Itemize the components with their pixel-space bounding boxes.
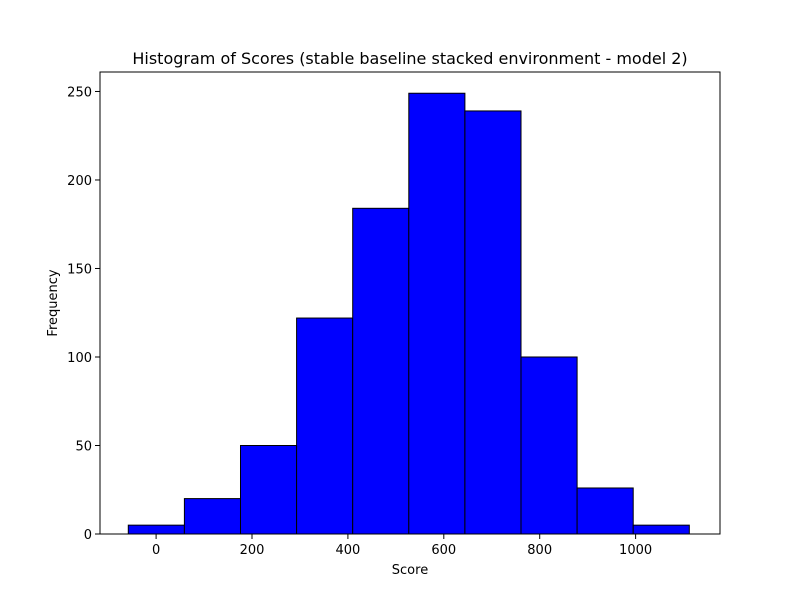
- plot-frame: [99, 71, 721, 535]
- y-tick-label: 250: [67, 85, 92, 100]
- histogram-bar-5: [408, 92, 466, 535]
- y-tick-label: 100: [67, 351, 92, 366]
- histogram-bar-0: [127, 524, 185, 535]
- x-tick-label: 1000: [619, 543, 652, 558]
- histogram-bar-1: [183, 498, 241, 535]
- x-axis-label: Score: [392, 563, 428, 578]
- histogram-bar-6: [464, 110, 522, 535]
- y-axis-label: Frequency: [46, 269, 61, 336]
- x-tick-label: 0: [152, 543, 160, 558]
- histogram-bar-7: [520, 356, 578, 535]
- x-tick-label: 400: [335, 543, 360, 558]
- y-tick-label: 0: [84, 528, 92, 543]
- histogram-bar-4: [352, 207, 410, 535]
- x-tick-label: 600: [431, 543, 456, 558]
- x-axis: 0 200 400 600 800 1000: [152, 534, 652, 558]
- y-tick-label: 50: [75, 439, 92, 454]
- y-axis: 0 50 100 150 200 250: [67, 85, 100, 543]
- bars-group: [127, 92, 690, 535]
- y-tick-label: 150: [67, 262, 92, 277]
- histogram-bar-8: [576, 487, 634, 535]
- chart-title: Histogram of Scores (stable baseline sta…: [132, 49, 687, 68]
- y-tick-label: 200: [67, 174, 92, 189]
- x-tick-label: 200: [240, 543, 265, 558]
- histogram-bar-9: [632, 524, 690, 535]
- x-tick-label: 800: [527, 543, 552, 558]
- histogram-bar-2: [239, 444, 298, 535]
- histogram-bar-3: [296, 317, 354, 535]
